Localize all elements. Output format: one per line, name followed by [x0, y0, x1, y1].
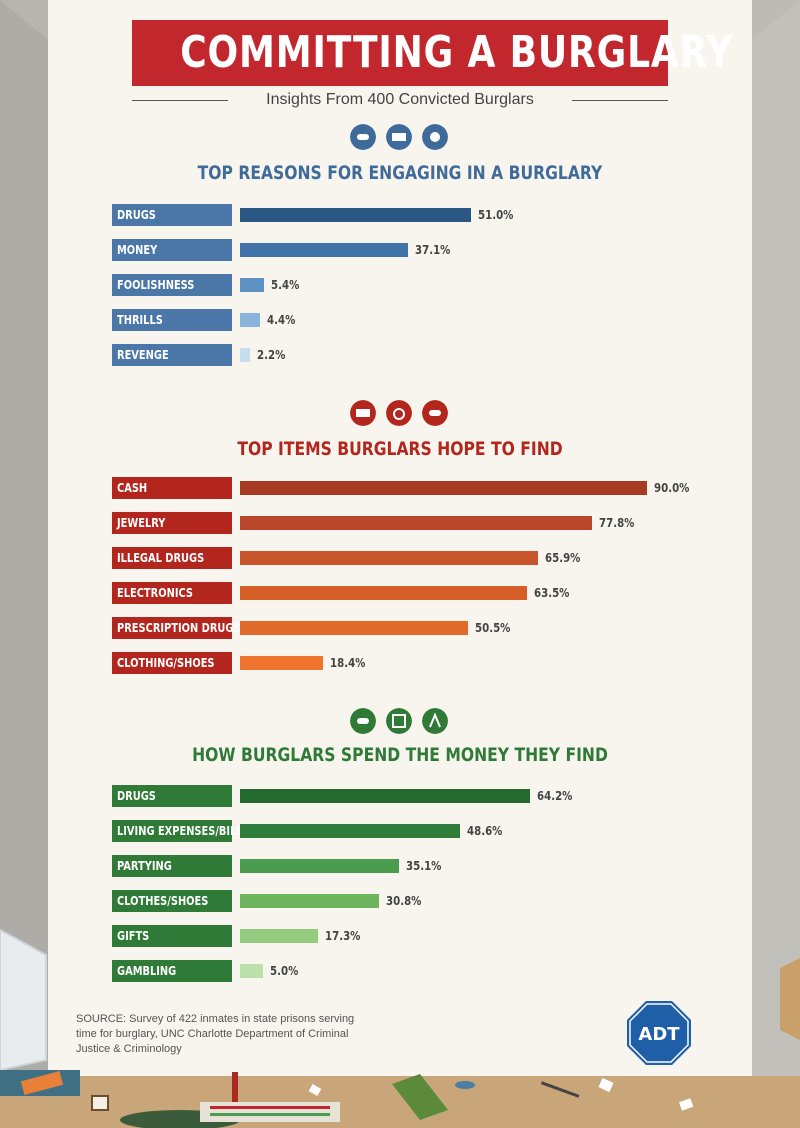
category-label: PRESCRIPTION DRUGS [112, 617, 241, 639]
pills-icon [350, 708, 376, 734]
splash-icon [422, 124, 448, 150]
value-label: 77.8% [598, 516, 635, 530]
chart-row: FOOLISHNESS 5.4% [112, 274, 702, 296]
bar [240, 481, 647, 495]
category-label: MONEY [112, 239, 232, 261]
category-label: ILLEGAL DRUGS [112, 547, 232, 569]
chart-row: GAMBLING 5.0% [112, 960, 702, 982]
value-label: 35.1% [405, 859, 442, 873]
chart-row: JEWELRY 77.8% [112, 512, 702, 534]
safe-icon [386, 708, 412, 734]
section-icons [300, 124, 500, 152]
subtitle-rule-left [132, 100, 228, 101]
chart-row: ELECTRONICS 63.5% [112, 582, 702, 604]
category-label: GIFTS [112, 925, 232, 947]
chart-row: CASH 90.0% [112, 477, 702, 499]
chart-row: DRUGS 51.0% [112, 204, 702, 226]
subtitle: Insights From 400 Convicted Burglars [266, 91, 534, 108]
bar [240, 243, 408, 257]
value-label: 4.4% [266, 313, 296, 327]
value-label: 2.2% [256, 348, 286, 362]
category-label: ELECTRONICS [112, 582, 232, 604]
category-label: CLOTHES/SHOES [112, 890, 232, 912]
category-label: CASH [112, 477, 232, 499]
category-label: GAMBLING [112, 960, 232, 982]
value-label: 65.9% [544, 551, 581, 565]
category-label: DRUGS [112, 785, 232, 807]
category-label: PARTYING [112, 855, 232, 877]
ring-icon [386, 400, 412, 426]
bar [240, 313, 260, 327]
section-icons [300, 400, 500, 428]
bar [240, 789, 531, 803]
bar [240, 656, 324, 670]
bar [240, 586, 528, 600]
chart-row: MONEY 37.1% [112, 239, 702, 261]
title-banner: COMMITTING A BURGLARY [132, 20, 734, 86]
value-label: 18.4% [330, 656, 366, 670]
chart-row: REVENGE 2.2% [112, 344, 702, 366]
category-label: JEWELRY [112, 512, 232, 534]
category-label: DRUGS [112, 204, 232, 226]
chart-row: CLOTHES/SHOES 30.8% [112, 890, 702, 912]
page-title: COMMITTING A BURGLARY [180, 27, 734, 78]
bar [240, 551, 538, 565]
chart-row: PARTYING 35.1% [112, 855, 702, 877]
cash-icon [350, 400, 376, 426]
bar [240, 208, 471, 222]
value-label: 17.3% [325, 929, 361, 943]
chart-row: DRUGS 64.2% [112, 785, 702, 807]
value-label: 48.6% [466, 824, 503, 838]
bar [240, 516, 592, 530]
chart-row: ILLEGAL DRUGS 65.9% [112, 547, 702, 569]
bar [240, 929, 319, 943]
value-label: 64.2% [537, 789, 573, 803]
chart-row: CLOTHING/SHOES 18.4% [112, 652, 702, 674]
bar [240, 348, 250, 362]
floor-clutter [0, 1070, 694, 1128]
bar [240, 278, 265, 292]
bar [240, 964, 263, 978]
party-icon [422, 708, 448, 734]
value-label: 50.5% [475, 621, 511, 635]
value-label: 37.1% [414, 243, 451, 257]
chart-row: LIVING EXPENSES/BILLS 48.6% [112, 820, 702, 842]
section-icons [300, 708, 500, 736]
source-note: SOURCE: Survey of 422 inmates in state p… [76, 1013, 355, 1055]
chart-title: HOW BURGLARS SPEND THE MONEY THEY FIND [192, 744, 608, 766]
pills-icon [422, 400, 448, 426]
chart-row: THRILLS 4.4% [112, 309, 702, 331]
category-label: CLOTHING/SHOES [112, 652, 232, 674]
adt-logo: ADT [627, 1001, 691, 1065]
value-label: 5.4% [271, 278, 300, 292]
value-label: 5.0% [269, 964, 298, 978]
subtitle-rule-right [572, 100, 668, 101]
category-label: LIVING EXPENSES/BILLS [112, 820, 250, 842]
value-label: 51.0% [477, 208, 513, 222]
money-icon [386, 124, 412, 150]
subtitle-area: Insights From 400 Convicted Burglars [132, 88, 668, 112]
value-label: 30.8% [386, 894, 422, 908]
chart-row: GIFTS 17.3% [112, 925, 702, 947]
category-label: THRILLS [112, 309, 232, 331]
category-label: REVENGE [112, 344, 232, 366]
chart-title: TOP ITEMS BURGLARS HOPE TO FIND [237, 438, 563, 460]
bar [240, 621, 469, 635]
pills-icon [350, 124, 376, 150]
adt-logo-text: ADT [638, 1024, 680, 1045]
value-label: 90.0% [653, 481, 690, 495]
chart-title: TOP REASONS FOR ENGAGING IN A BURGLARY [197, 162, 603, 184]
bar [240, 824, 460, 838]
bar [240, 894, 380, 908]
value-label: 63.5% [534, 586, 570, 600]
chart-row: PRESCRIPTION DRUGS 50.5% [112, 617, 702, 639]
bar [240, 859, 399, 873]
category-label: FOOLISHNESS [112, 274, 232, 296]
